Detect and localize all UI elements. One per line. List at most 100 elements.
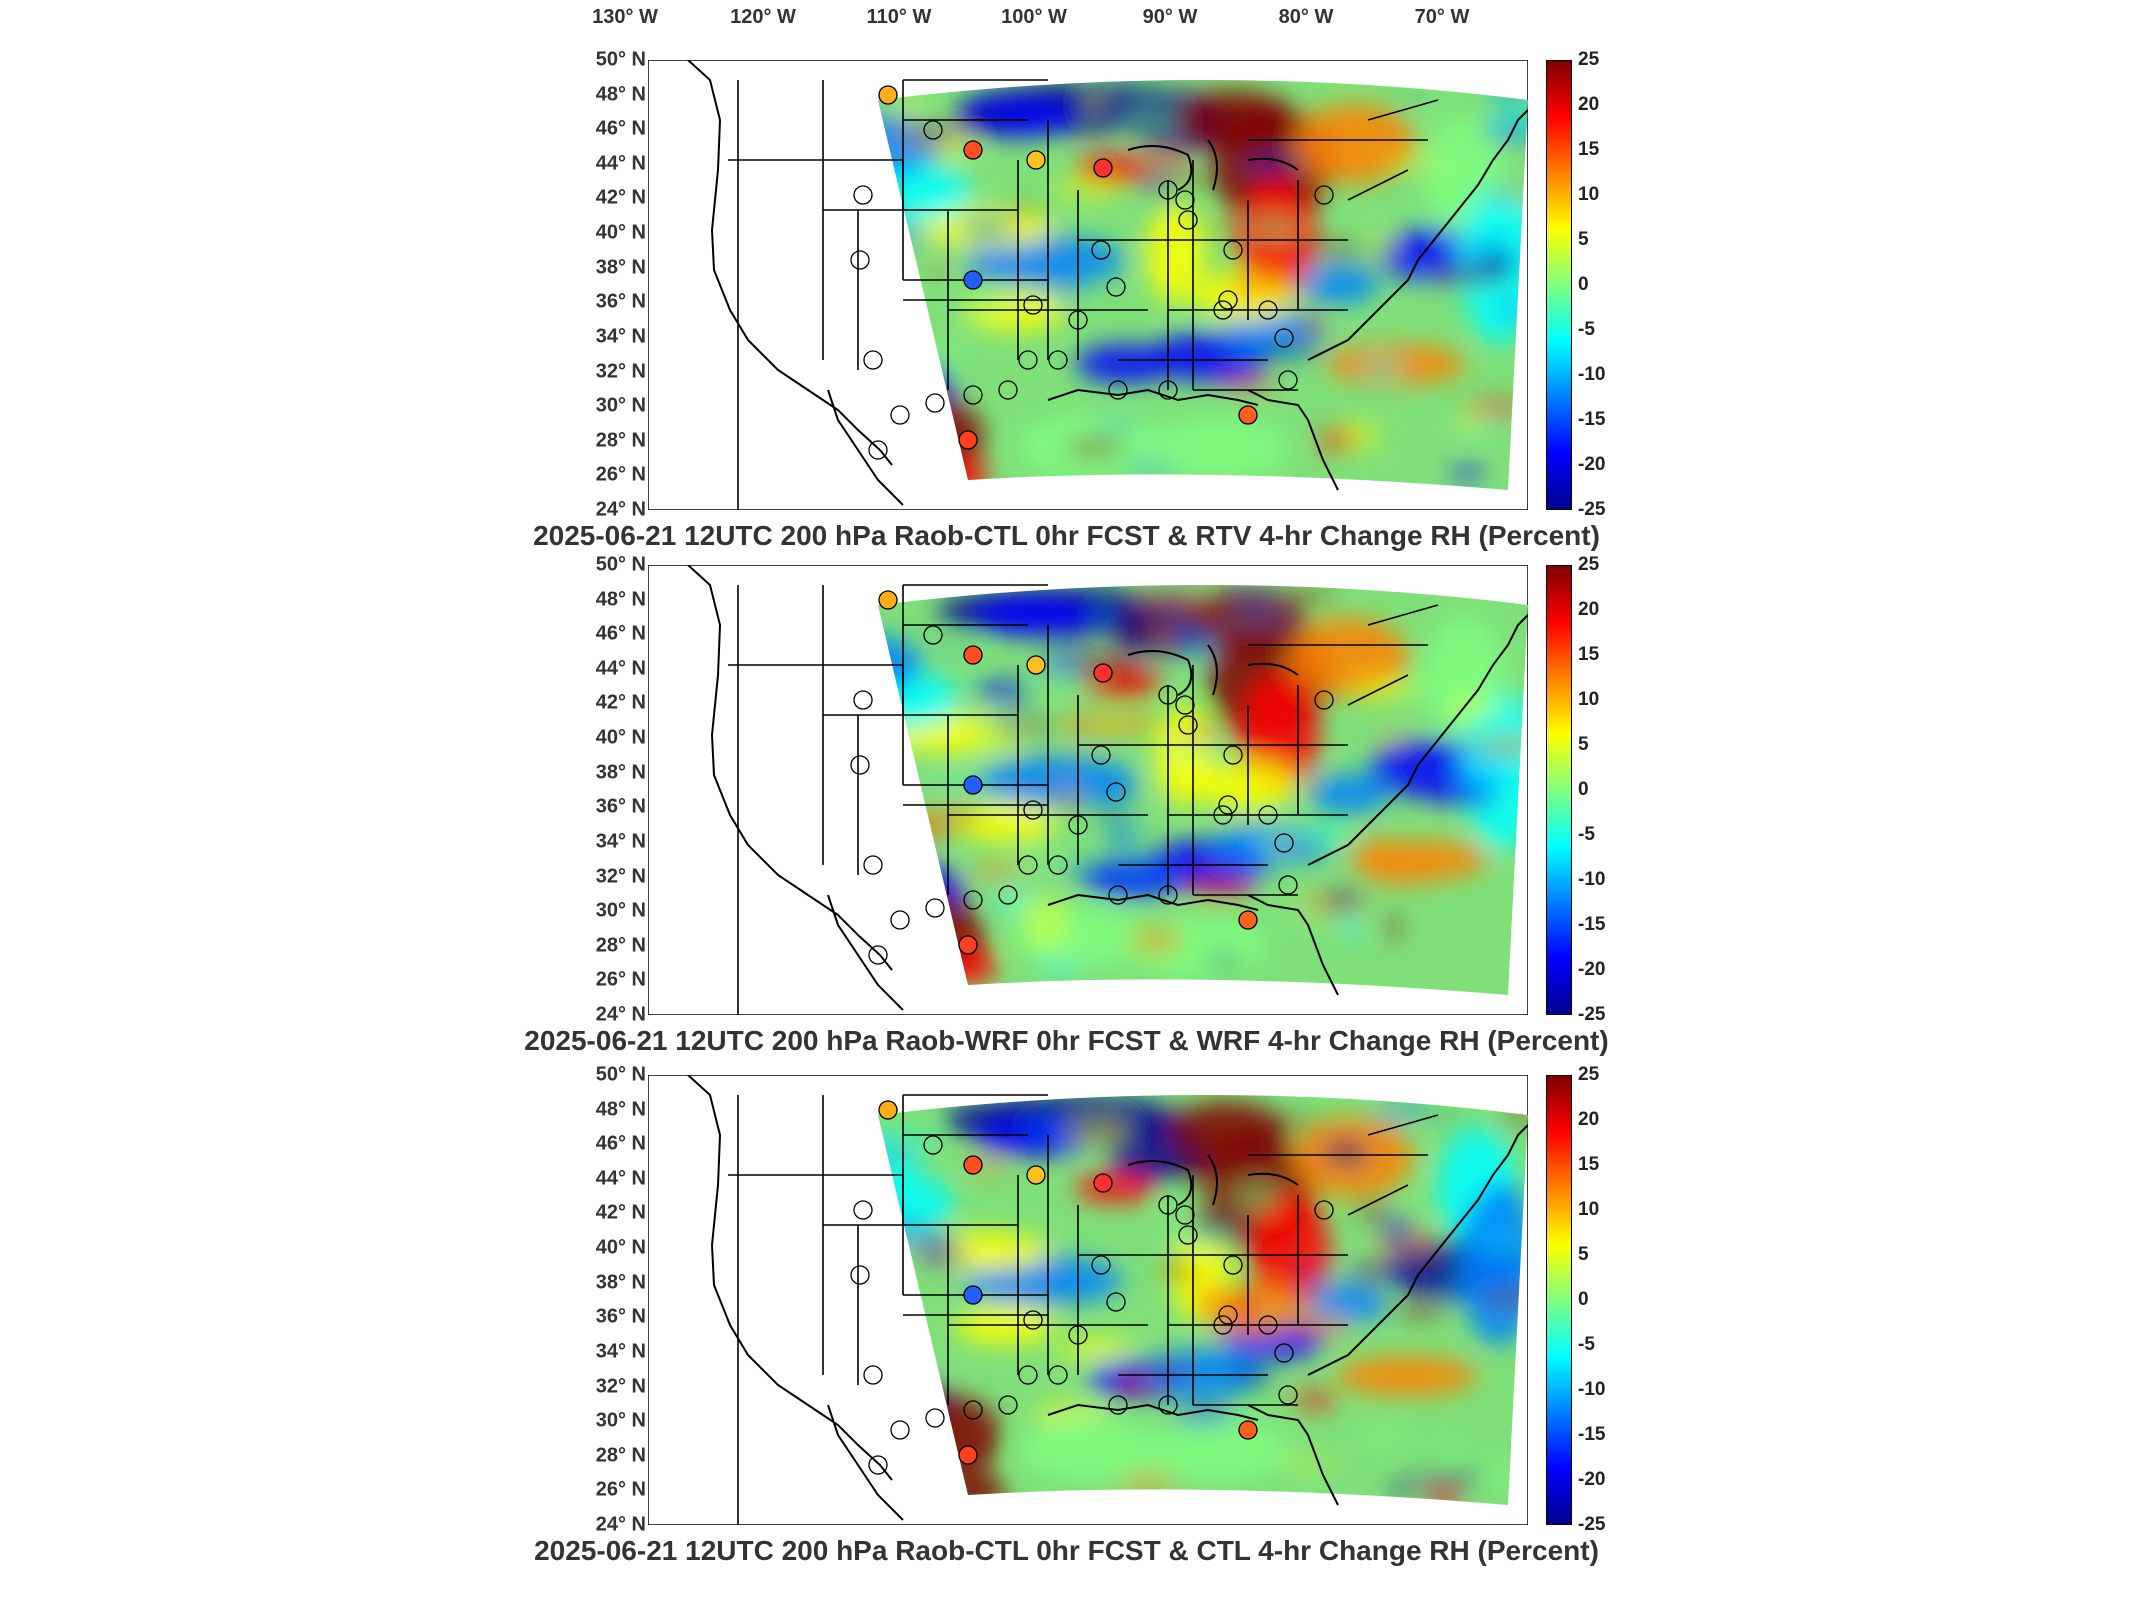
longitude-label: 120° W xyxy=(730,6,796,28)
latitude-label: 44° N xyxy=(595,657,646,680)
raob-station-marker xyxy=(850,250,870,270)
colorbar-tick: 5 xyxy=(1578,229,1589,250)
raob-station-marker xyxy=(923,120,943,140)
raob-station-marker xyxy=(1158,1195,1178,1215)
latitude-axis-labels: 50° N 48° N 46° N 44° N 42° N 40° N 38° N 36° N… xyxy=(560,554,646,1026)
colorbar-tick: -10 xyxy=(1578,364,1606,385)
latitude-label: 48° N xyxy=(595,1098,646,1121)
colorbar-tick: -10 xyxy=(1578,869,1606,890)
colorbar-tick: 25 xyxy=(1578,554,1600,575)
raob-station-marker xyxy=(963,140,983,160)
raob-station-marker xyxy=(1258,805,1278,825)
latitude-label: 48° N xyxy=(595,83,646,106)
colorbar-tick: 0 xyxy=(1578,274,1589,295)
latitude-label: 30° N xyxy=(595,394,646,417)
raob-stations xyxy=(850,590,1334,965)
raob-station-marker xyxy=(863,855,883,875)
raob-station-marker xyxy=(1278,1385,1298,1405)
longitude-label: 90° W xyxy=(1142,6,1198,28)
raob-station-marker xyxy=(1218,290,1238,310)
colorbar-tick: -5 xyxy=(1578,319,1595,340)
longitude-axis-labels: 130° W 120° W 110° W 100° W 90° W 80° W 70° W xyxy=(0,0,2133,40)
raob-station-marker xyxy=(963,645,983,665)
colorbar-tick: -5 xyxy=(1578,1334,1595,1355)
latitude-label: 26° N xyxy=(595,1478,646,1501)
latitude-label: 24° N xyxy=(595,1003,646,1026)
latitude-label: 42° N xyxy=(595,691,646,714)
raob-stations xyxy=(850,85,1334,460)
raob-station-marker xyxy=(998,885,1018,905)
raob-station-marker xyxy=(963,385,983,405)
latitude-label: 42° N xyxy=(595,1201,646,1224)
panel-title: 2025-06-21 12UTC 200 hPa Raob-WRF 0hr FC… xyxy=(524,1025,1609,1056)
raob-station-marker xyxy=(998,380,1018,400)
panel-title: 2025-06-21 12UTC 200 hPa Raob-CTL 0hr FC… xyxy=(533,520,1600,551)
colorbar xyxy=(1546,1075,1572,1525)
raob-station-marker xyxy=(1091,240,1111,260)
latitude-label: 40° N xyxy=(595,221,646,244)
latitude-label: 28° N xyxy=(595,1444,646,1467)
raob-station-marker xyxy=(958,430,978,450)
raob-station-marker xyxy=(1213,300,1233,320)
latitude-label: 50° N xyxy=(595,48,646,71)
raob-station-marker xyxy=(878,590,898,610)
longitude-label: 100° W xyxy=(1001,6,1067,28)
raob-station-marker xyxy=(1106,1292,1126,1312)
colorbar-tick: 25 xyxy=(1578,1064,1600,1085)
colorbar-tick: -25 xyxy=(1578,1514,1606,1535)
raob-station-marker xyxy=(1223,1255,1243,1275)
raob-station-marker xyxy=(853,690,873,710)
raob-station-marker xyxy=(1314,690,1334,710)
latitude-axis-labels: 50° N 48° N 46° N 44° N 42° N 40° N 38° N 36° N… xyxy=(560,49,646,521)
latitude-label: 32° N xyxy=(595,1375,646,1398)
map-panel-3: 50° N 48° N 46° N 44° N 42° N 40° N 38° N 36° N… xyxy=(0,1015,2133,1567)
raob-station-marker xyxy=(890,1420,910,1440)
latitude-label: 26° N xyxy=(595,463,646,486)
longitude-label: 80° W xyxy=(1278,6,1334,28)
latitude-label: 48° N xyxy=(595,588,646,611)
raob-station-marker xyxy=(1158,885,1178,905)
latitude-label: 46° N xyxy=(595,1132,646,1155)
state-boundaries xyxy=(687,60,1528,510)
raob-station-marker xyxy=(1314,185,1334,205)
raob-station-marker xyxy=(863,350,883,370)
raob-station-marker xyxy=(1218,795,1238,815)
latitude-label: 24° N xyxy=(595,498,646,521)
rh-change-map xyxy=(648,60,1528,510)
colorbar-tick: -15 xyxy=(1578,1424,1606,1445)
colorbar-tick: 15 xyxy=(1578,1154,1600,1175)
latitude-label: 40° N xyxy=(595,1236,646,1259)
colorbar-tick: -20 xyxy=(1578,959,1606,980)
raob-station-marker xyxy=(1093,1173,1113,1193)
raob-station-marker xyxy=(1238,405,1258,425)
raob-station-marker xyxy=(1106,277,1126,297)
raob-station-marker xyxy=(1068,310,1088,330)
raob-station-marker xyxy=(1026,655,1046,675)
raob-station-marker xyxy=(1218,1305,1238,1325)
raob-station-marker xyxy=(1106,782,1126,802)
latitude-label: 36° N xyxy=(595,795,646,818)
raob-station-marker xyxy=(1158,1395,1178,1415)
colorbar-tick: -25 xyxy=(1578,499,1606,520)
latitude-label: 40° N xyxy=(595,726,646,749)
raob-station-marker xyxy=(1091,745,1111,765)
latitude-label: 34° N xyxy=(595,830,646,853)
colorbar-tick-labels: 25 20 15 10 5 0 -5 -10 -15 -20 -25 xyxy=(1578,1064,1638,1535)
colorbar-tick: 20 xyxy=(1578,94,1600,115)
latitude-label: 50° N xyxy=(595,1063,646,1086)
raob-station-marker xyxy=(868,440,888,460)
colorbar-tick: -5 xyxy=(1578,824,1595,845)
raob-station-marker xyxy=(1018,1365,1038,1385)
raob-station-marker xyxy=(1314,1200,1334,1220)
latitude-label: 38° N xyxy=(595,256,646,279)
latitude-axis-labels: 50° N 48° N 46° N 44° N 42° N 40° N 38° N 36° N… xyxy=(560,1064,646,1536)
colorbar-tick: 15 xyxy=(1578,644,1600,665)
raob-station-marker xyxy=(1223,240,1243,260)
latitude-label: 44° N xyxy=(595,1167,646,1190)
latitude-label: 44° N xyxy=(595,152,646,175)
raob-station-marker xyxy=(1023,1310,1043,1330)
raob-station-marker xyxy=(1091,1255,1111,1275)
colorbar-tick: 20 xyxy=(1578,599,1600,620)
raob-station-marker xyxy=(958,1445,978,1465)
raob-station-marker xyxy=(1018,855,1038,875)
